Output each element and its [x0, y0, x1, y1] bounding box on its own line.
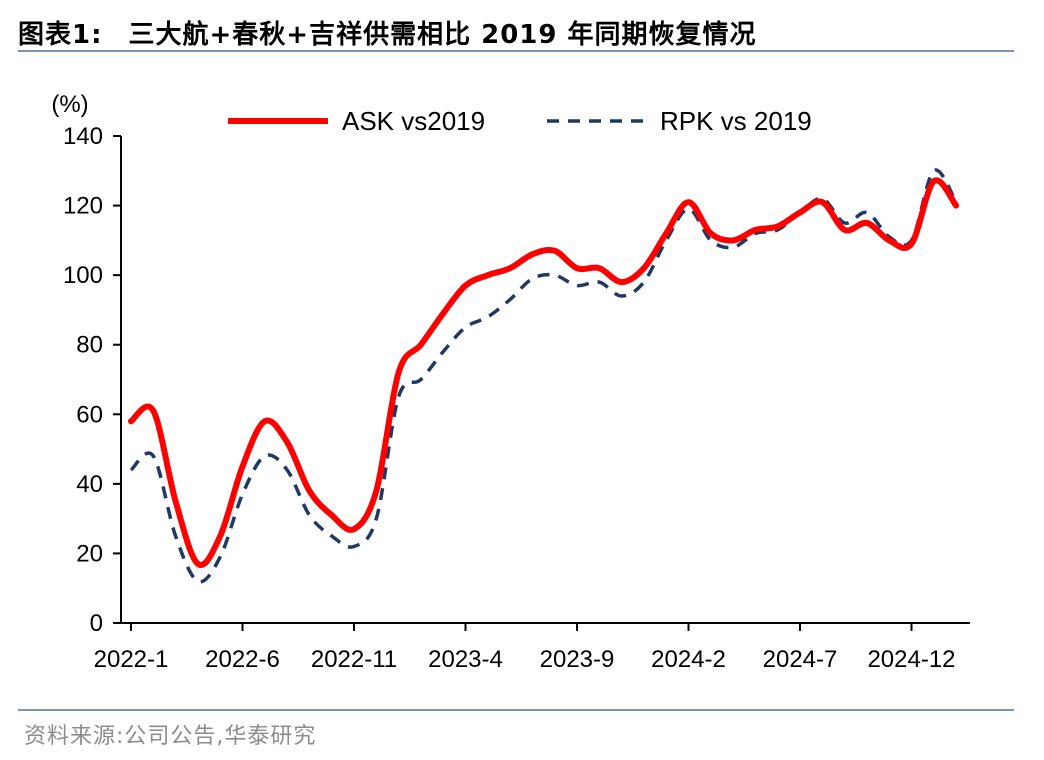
x-tick-label: 2023-9	[540, 646, 615, 673]
top-divider	[18, 50, 1014, 52]
y-tick-label: 60	[76, 401, 103, 428]
y-tick-label: 100	[63, 262, 103, 289]
y-tick-label: 20	[76, 540, 103, 567]
ask-series-line	[128, 177, 960, 568]
legend-label-1: ASK vs2019	[342, 106, 485, 136]
x-tick-label: 2022-1	[94, 646, 169, 673]
source-note: 资料来源:公司公告,华泰研究	[24, 724, 317, 749]
y-axis-label: (%)	[51, 91, 88, 118]
chart-title-row: 图表1: 三大航+春秋+吉祥供需相比 2019 年同期恢复情况	[18, 12, 1018, 52]
y-tick-label: 140	[63, 123, 103, 150]
x-tick-label: 2024-7	[763, 646, 838, 673]
y-tick-label: 80	[76, 332, 103, 359]
axes: 0 20 40 60 80 100 120 140 (%) 2022-1 2022-6 2022-11…	[51, 91, 970, 673]
legend-label-2: RPK vs 2019	[660, 106, 812, 136]
x-tick-label: 2024-2	[651, 646, 726, 673]
rpk-series-line	[129, 168, 958, 584]
plot-area	[128, 168, 960, 584]
chart-title: 三大航+春秋+吉祥供需相比 2019 年同期恢复情况	[128, 19, 757, 50]
x-tick-label: 2023-4	[428, 646, 503, 673]
x-tick-label: 2022-11	[311, 646, 397, 673]
x-tick-label: 2022-6	[205, 646, 280, 673]
y-tick-label: 120	[63, 193, 103, 220]
y-tick-label: 40	[76, 471, 103, 498]
figure-number: 图表1:	[18, 19, 103, 50]
legend: ASK vs2019 RPK vs 2019	[228, 106, 812, 136]
bottom-divider	[18, 709, 1014, 711]
x-tick-label: 2024-12	[867, 646, 955, 673]
y-tick-label: 0	[90, 610, 103, 637]
